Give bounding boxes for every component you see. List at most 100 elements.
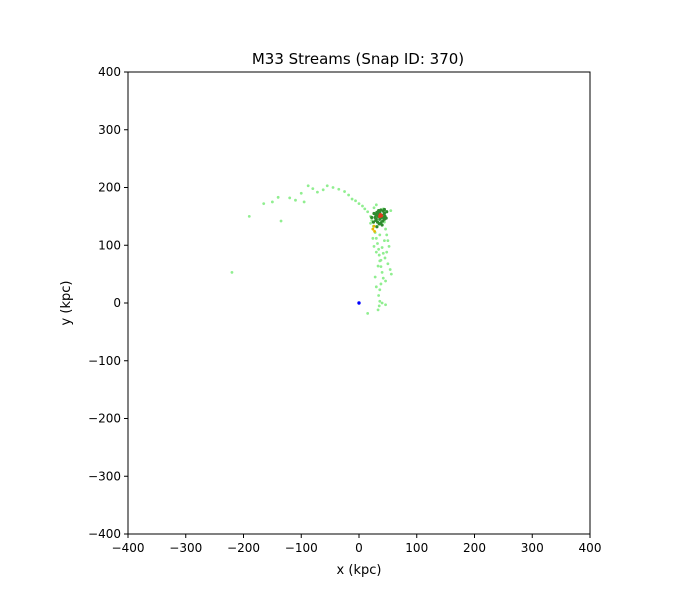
- scatter-point: [230, 270, 234, 274]
- scatter-point: [386, 262, 390, 266]
- scatter-point: [380, 301, 384, 305]
- scatter-point: [378, 299, 382, 303]
- scatter-point: [389, 272, 393, 276]
- scatter-point: [302, 200, 306, 204]
- scatter-point: [294, 198, 297, 202]
- scatter-point: [381, 251, 385, 255]
- scatter-point: [383, 239, 386, 243]
- scatter-point: [376, 308, 380, 312]
- scatter-point: [357, 202, 361, 206]
- scatter-point: [377, 253, 381, 257]
- scatter-point: [247, 214, 251, 218]
- scatter-point: [389, 209, 393, 213]
- scatter-point: [376, 242, 379, 245]
- scatter-point: [279, 219, 283, 223]
- y-axis-ticks: −400 −300 −200 −100 0 100 200 300 400: [88, 65, 128, 541]
- scatter-point: [381, 276, 385, 280]
- x-tick-label: 400: [579, 541, 602, 555]
- x-tick-label: 0: [355, 541, 363, 555]
- scatter-point: [384, 279, 387, 283]
- scatter-point: [371, 227, 375, 231]
- scatter-point: [372, 245, 376, 248]
- scatter-point: [374, 203, 378, 207]
- points-layer: [230, 184, 393, 315]
- scatter-point: [375, 225, 379, 229]
- scatter-point: [378, 214, 382, 219]
- scatter-point: [270, 200, 274, 204]
- y-tick-label: −300: [88, 469, 121, 483]
- scatter-point: [377, 304, 381, 308]
- scatter-point: [316, 190, 319, 194]
- scatter-point: [382, 207, 387, 212]
- x-tick-label: 300: [521, 541, 544, 555]
- scatter-point: [363, 207, 367, 211]
- scatter-point: [377, 294, 381, 297]
- x-axis-label: x (kpc): [337, 563, 382, 578]
- scatter-point: [379, 282, 383, 286]
- scatter-point: [388, 268, 392, 271]
- scatter-point: [288, 196, 292, 200]
- x-tick-label: −200: [227, 541, 260, 555]
- scatter-point: [385, 250, 389, 254]
- scatter-point: [331, 186, 335, 189]
- scatter-point: [306, 184, 310, 188]
- scatter-point: [262, 202, 266, 206]
- x-tick-label: 100: [405, 541, 428, 555]
- scatter-point: [377, 247, 381, 251]
- scatter-point: [380, 246, 384, 249]
- scatter-point: [386, 239, 390, 243]
- scatter-point: [299, 191, 303, 195]
- scatter-point: [371, 236, 375, 240]
- x-tick-label: −100: [285, 541, 318, 555]
- scatter-point: [387, 245, 391, 248]
- scatter-point: [347, 193, 351, 197]
- scatter-point: [311, 187, 315, 191]
- scatter-point: [372, 211, 376, 216]
- scatter-point: [350, 197, 354, 201]
- y-tick-label: 200: [98, 181, 121, 195]
- y-axis-label: y (kpc): [59, 281, 74, 326]
- y-tick-label: 0: [113, 296, 121, 310]
- scatter-point: [366, 210, 370, 214]
- scatter-point: [374, 250, 378, 254]
- scatter-point: [337, 187, 341, 191]
- scatter-point: [379, 258, 383, 262]
- scatter-point: [370, 215, 374, 220]
- scatter-point: [385, 210, 389, 214]
- scatter-point: [372, 206, 376, 210]
- scatter-point: [361, 204, 364, 208]
- scatter-point: [384, 303, 387, 307]
- scatter-point: [383, 256, 387, 260]
- scatter-point: [276, 195, 280, 199]
- y-tick-label: −200: [88, 412, 121, 426]
- x-tick-label: −400: [112, 541, 145, 555]
- scatter-point: [321, 188, 325, 192]
- scatter-point: [374, 217, 378, 221]
- scatter-point: [372, 224, 376, 228]
- scatter-point: [374, 236, 378, 240]
- y-tick-label: 300: [98, 123, 121, 137]
- y-tick-label: −100: [88, 354, 121, 368]
- scatter-point: [384, 216, 388, 220]
- scatter-point: [343, 190, 346, 193]
- scatter-point: [378, 233, 382, 237]
- x-tick-label: 200: [463, 541, 486, 555]
- scatter-point: [385, 233, 389, 237]
- scatter-point: [357, 301, 361, 305]
- scatter-point: [371, 220, 376, 224]
- scatter-point: [378, 288, 382, 292]
- y-tick-label: 400: [98, 65, 121, 79]
- scatter-point: [380, 223, 384, 227]
- scatter-point: [373, 229, 376, 233]
- scatter-point: [369, 221, 372, 225]
- scatter-point: [374, 285, 378, 289]
- chart-title: M33 Streams (Snap ID: 370): [252, 50, 464, 68]
- x-axis-ticks: −400 −300 −200 −100 0 100 200 300 400: [112, 534, 602, 555]
- scatter-point: [325, 184, 329, 188]
- scatter-point: [380, 270, 384, 274]
- scatter-point: [366, 311, 370, 315]
- y-tick-label: 100: [98, 238, 121, 252]
- x-tick-label: −300: [169, 541, 202, 555]
